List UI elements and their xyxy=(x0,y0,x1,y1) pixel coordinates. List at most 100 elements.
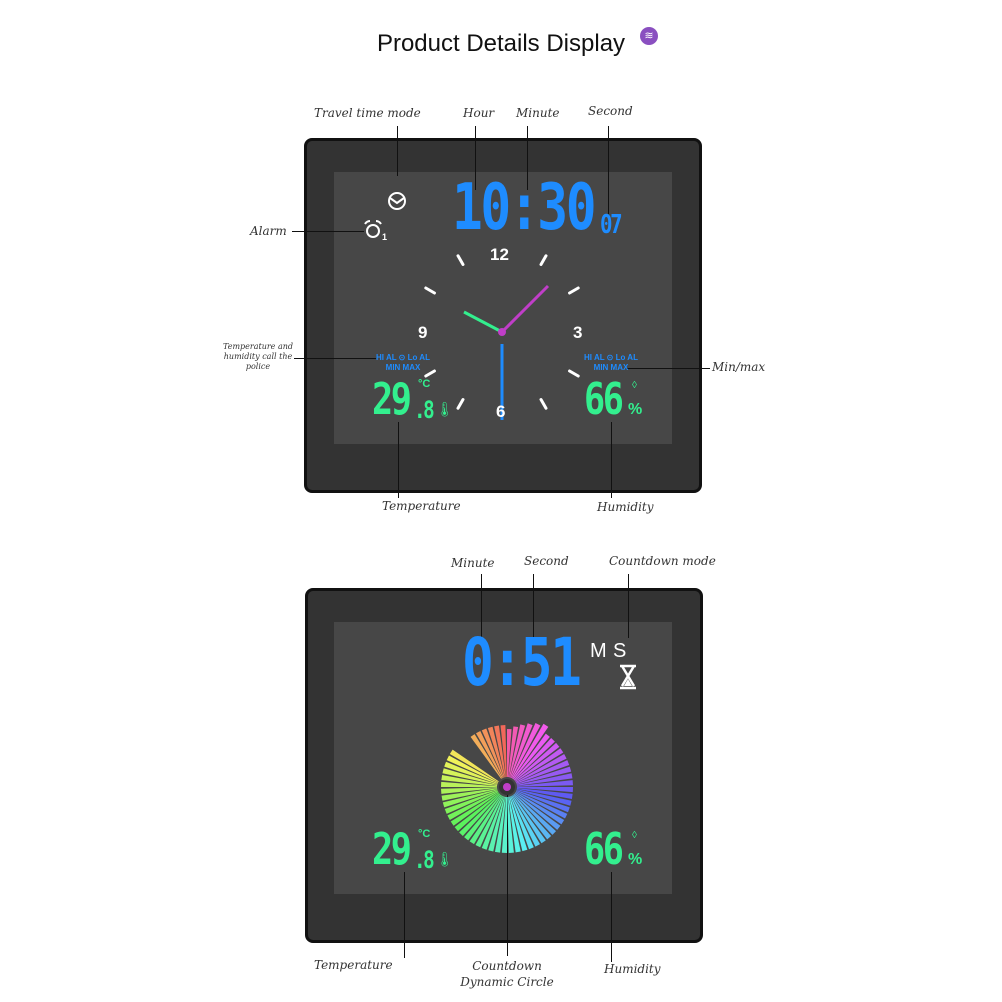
countdown-segment xyxy=(512,723,549,779)
countdown-segment xyxy=(507,729,512,778)
leader-line xyxy=(475,126,476,190)
countdown-segment xyxy=(510,723,533,778)
label-min-max: Min/max xyxy=(712,360,766,374)
countdown-segment xyxy=(507,796,514,853)
label-temperature: Temperature xyxy=(314,958,393,972)
countdown-segment xyxy=(476,731,503,779)
dial-tick xyxy=(539,398,548,410)
label-humidity: Humidity xyxy=(597,500,654,514)
countdown-segment xyxy=(442,789,498,808)
digital-seconds: 07 xyxy=(600,210,623,240)
minute-indicator: M xyxy=(590,640,607,662)
countdown-segment xyxy=(514,742,560,781)
alarm-number: 1 xyxy=(382,232,388,242)
countdown-segment xyxy=(459,793,501,837)
countdown-segment xyxy=(475,795,503,848)
label-alarm: Alarm xyxy=(250,224,287,238)
leader-line xyxy=(292,231,364,232)
countdown-segment xyxy=(511,723,541,779)
label-hour: Hour xyxy=(463,106,495,120)
label-humidity: Humidity xyxy=(604,962,661,976)
countdown-segment xyxy=(469,795,502,845)
leader-line xyxy=(397,126,398,176)
countdown-segment xyxy=(508,726,519,778)
label-second: Second xyxy=(588,104,633,118)
humidity-value: 66 xyxy=(584,824,624,875)
countdown-segment xyxy=(444,790,498,814)
hour-hand xyxy=(500,284,550,334)
indicator-line1: HI AL ⊙ Lo AL xyxy=(584,353,638,362)
temperature-value: 29 xyxy=(372,824,412,875)
countdown-segment xyxy=(487,726,505,778)
temperature-decimal: .8 xyxy=(414,846,435,874)
indicator-line2: MIN MAX xyxy=(593,363,629,372)
countdown-segment xyxy=(516,766,572,785)
label-travel-time-mode: Travel time mode xyxy=(314,106,421,120)
dial-tick xyxy=(424,286,436,295)
countdown-segment xyxy=(516,780,573,787)
dial-center xyxy=(498,328,506,336)
humidity-value: 66 xyxy=(584,374,624,425)
thermometer-icon: 🌡︎ xyxy=(436,401,454,417)
leader-line xyxy=(481,574,482,642)
countdown-segment xyxy=(516,788,573,800)
countdown-segment xyxy=(494,725,506,778)
countdown-segment xyxy=(488,796,505,852)
countdown-segment xyxy=(512,795,546,844)
temp-indicators: HI AL ⊙ Lo AL MIN MAX xyxy=(373,353,433,373)
countdown-segment xyxy=(510,796,534,850)
hourglass-icon xyxy=(620,664,636,690)
temperature-decimal: .8 xyxy=(414,396,435,424)
countdown-segment xyxy=(444,761,498,784)
countdown-segment xyxy=(515,792,565,825)
leader-line xyxy=(626,368,710,369)
countdown-segment xyxy=(516,760,570,784)
countdown-segment xyxy=(513,793,557,835)
countdown-segment xyxy=(516,773,573,786)
leader-line xyxy=(608,126,609,214)
travel-clock-icon xyxy=(388,192,406,210)
label-minute: Minute xyxy=(451,556,495,570)
countdown-segment xyxy=(508,796,521,853)
countdown-segment xyxy=(447,791,499,820)
dial-tick xyxy=(456,398,465,410)
temperature-unit: °C xyxy=(418,828,431,840)
countdown-segment xyxy=(441,774,498,786)
countdown-circle-icon xyxy=(441,723,573,853)
countdown-segment xyxy=(449,749,499,782)
digital-time: 10:30 xyxy=(452,171,597,245)
dial-number-6: 6 xyxy=(496,402,506,421)
countdown-segment xyxy=(481,796,504,850)
analog-dial xyxy=(424,254,580,420)
page-title: Product Details Display xyxy=(376,30,626,57)
countdown-segment xyxy=(481,728,504,778)
leader-line xyxy=(507,784,508,956)
indicator-line1: HI AL ⊙ Lo AL xyxy=(376,353,430,362)
dial-tick xyxy=(568,369,580,378)
label-countdown-circle: Countdown Dynamic Circle xyxy=(460,959,554,989)
temperature-unit: °C xyxy=(418,378,431,390)
countdown-segment xyxy=(514,792,561,830)
countdown-segment xyxy=(501,796,507,853)
temperature-value: 29 xyxy=(372,374,412,425)
humidity-unit: % xyxy=(628,851,643,868)
countdown-segment xyxy=(494,796,506,853)
countdown-center-dot xyxy=(503,783,511,791)
leader-line xyxy=(294,358,376,359)
dial-tick xyxy=(568,286,580,295)
countdown-segment xyxy=(512,733,550,780)
countdown-segment xyxy=(464,794,502,841)
label-temp-humidity-alarm: Temperature and humidity call the police xyxy=(223,342,293,371)
leader-line xyxy=(404,872,405,958)
humidity-indicators: HI AL ⊙ Lo AL MIN MAX xyxy=(581,353,641,373)
dial-tick xyxy=(539,254,548,266)
humidity-drop-icon: ◊ xyxy=(632,380,637,391)
countdown-segment xyxy=(441,788,498,801)
countdown-segment xyxy=(516,790,570,813)
countdown-segment xyxy=(450,792,499,826)
countdown-segment xyxy=(441,787,498,794)
brand-badge-icon: ≋ xyxy=(640,27,658,45)
humidity-unit: % xyxy=(628,401,643,418)
countdown-segment xyxy=(513,737,555,781)
dial-number-3: 3 xyxy=(573,323,583,342)
